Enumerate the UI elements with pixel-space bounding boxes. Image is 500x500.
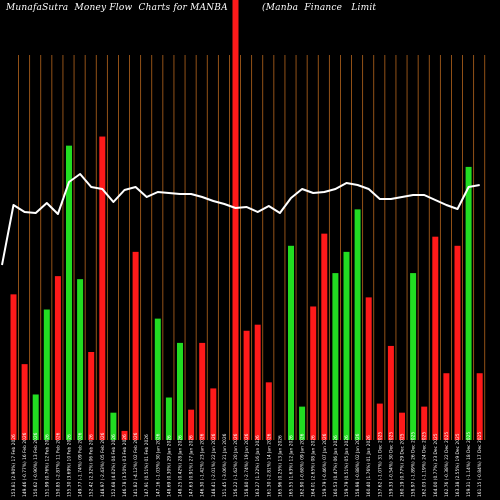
x-tick-label: 153.81 (2.90%) 17 Feb 2026 bbox=[11, 434, 17, 497]
money-flow-bar-up bbox=[43, 309, 50, 440]
x-tick-label: 162.03 (-1.19%) 24 Dec 2025 bbox=[422, 432, 428, 497]
money-flow-bar-up bbox=[343, 251, 350, 440]
x-tick-label: 147.91 (0.51%) 01 Feb 2026 bbox=[144, 434, 150, 497]
grid-lines bbox=[18, 55, 486, 440]
x-tick-label: 148.69 (0.30%) 29 Jan 2026 bbox=[166, 435, 172, 497]
x-tick-label: 161.30 (-2.81%) 14 Jan 2026 bbox=[266, 433, 272, 497]
x-tick-label: 141.82 (-4.12%) 02 Feb 2026 bbox=[133, 432, 139, 497]
money-flow-bar-up bbox=[354, 209, 361, 440]
money-flow-bar-down bbox=[210, 388, 217, 440]
money-flow-bar-up bbox=[410, 273, 417, 440]
money-flow-bar-up bbox=[332, 273, 339, 440]
company-name: (Manba Finance Limit bbox=[262, 3, 377, 13]
money-flow-bar-down bbox=[21, 364, 28, 440]
money-flow-bar-down bbox=[243, 330, 250, 440]
money-flow-bar-up bbox=[177, 342, 183, 440]
x-tick-label: 159.79 (0.51%) 05 Jan 2026 bbox=[344, 435, 350, 497]
money-flow-bar-up bbox=[465, 166, 472, 440]
x-tick-label: 163.27 (1.22%) 16 Jan 2026 bbox=[255, 435, 261, 497]
money-flow-bars bbox=[10, 0, 483, 441]
money-flow-bar-down bbox=[399, 412, 405, 440]
money-flow-bar-down bbox=[88, 352, 95, 440]
x-tick-label: 150.85 (-2.87%) 11 Feb 2026 bbox=[55, 432, 61, 497]
x-tick-label: 158.80 (-2.74%) 19 Jan 2026 bbox=[244, 433, 250, 497]
x-tick-label: 152.68 (4.02%) 04 Feb 2026 bbox=[111, 434, 117, 497]
x-tick-label: 163.38 (2.55%) 19 Dec 2025 bbox=[455, 433, 461, 497]
x-tick-label: 150.62 (-0.90%) 13 Feb 2026 bbox=[33, 432, 39, 497]
money-flow-bar-down bbox=[443, 373, 450, 440]
price-line bbox=[1, 173, 480, 266]
x-tick-label: 155.30 (3.69%) 10 Feb 2026 bbox=[67, 434, 73, 497]
money-flow-bar-up bbox=[288, 245, 294, 440]
x-tick-label: 161.15 (-0.84%) 17 Dec 2025 bbox=[477, 432, 483, 497]
x-tick-label: 147.63 (0.91%) 27 Jan 2026 bbox=[189, 435, 195, 497]
money-flow-bar-down bbox=[254, 324, 261, 440]
money-flow-bar-up bbox=[165, 397, 172, 440]
money-flow-bar-down bbox=[387, 345, 394, 440]
money-flow-bar-down bbox=[454, 245, 461, 440]
money-flow-bar-down bbox=[321, 233, 328, 440]
x-tick-label: 162.76 (-0.38%) 22 Dec 2025 bbox=[444, 432, 450, 497]
chart-title: MunafaSutra Money Flow Charts for MANBA bbox=[6, 3, 228, 13]
x-tick-label: 149.46 (-0.77%) 16 Feb 2026 bbox=[22, 432, 28, 497]
x-tick-label: 149.77 (-1.74%) 09 Feb 2026 bbox=[78, 432, 84, 497]
x-tick-label: 160.40 (1.76%) 01 Jan 2026 bbox=[366, 435, 372, 497]
money-flow-bar-up bbox=[299, 406, 306, 440]
money-flow-bar-down bbox=[199, 342, 206, 440]
money-flow-bar-down bbox=[376, 403, 383, 440]
money-flow-bar-down bbox=[99, 136, 106, 440]
money-flow-bar-down bbox=[432, 236, 439, 440]
x-tick-label: 160.53 (0.47%) 06 Jan 2026 bbox=[333, 435, 339, 497]
x-axis-labels: 153.81 (2.90%) 17 Feb 2026 149.46 (-0.77%… bbox=[11, 432, 483, 497]
x-tick-label: 148.97 (-2.43%) 05 Feb 2026 bbox=[100, 432, 106, 497]
x-tick-label: 148.25 (0.42%) 28 Jan 2026 bbox=[178, 435, 184, 497]
money-flow-bar-up bbox=[32, 394, 39, 440]
x-tick-label: 159.79 (-0.46%) 07 Jan 2026 bbox=[322, 433, 328, 497]
x-tick-label: 152.42 (2.32%) 06 Feb 2026 bbox=[89, 434, 95, 497]
money-flow-bar-down bbox=[10, 294, 17, 440]
money-flow-bar-down bbox=[310, 306, 317, 440]
x-tick-label: 151.99 (0.76%) 12 Feb 2026 bbox=[44, 434, 50, 497]
money-flow-bar-up bbox=[154, 318, 161, 440]
money-flow-bar-down bbox=[421, 406, 428, 440]
x-tick-label: 159.33 (-0.54%) 30 Dec 2025 bbox=[388, 432, 394, 497]
x-tick-label: 146.78 (3.50%) 03 Feb 2026 bbox=[122, 434, 128, 497]
x-tick-label: 165.96 (0.25%) 13 Jan 2026 bbox=[277, 435, 283, 497]
money-flow-bar-down bbox=[476, 373, 483, 440]
money-flow-bar-down bbox=[132, 251, 139, 440]
money-flow-bar-up bbox=[110, 412, 117, 440]
money-flow-bar-down bbox=[265, 382, 272, 440]
x-tick-label: 162.90 (-0.68%) 09 Jan 2026 bbox=[300, 433, 306, 497]
x-tick-label: 159.31 (-1.14%) 18 Dec 2025 bbox=[466, 432, 472, 497]
money-flow-bar-down bbox=[188, 409, 195, 440]
x-tick-label: 160.19 (0.77%) 29 Dec 2025 bbox=[400, 433, 406, 497]
x-tick-label: 146.30 (-1.42%) 23 Jan 2026 bbox=[200, 433, 206, 497]
x-tick-label: 147.16 (-1.03%) 30 Jan 2026 bbox=[155, 433, 161, 497]
x-tick-label: 165.55 (1.63%) 12 Jan 2026 bbox=[289, 435, 295, 497]
x-tick-label: 156.22 (-1.62%) 20 Jan 2026 bbox=[233, 433, 239, 497]
x-tick-label: 158.98 (-0.88%) 02 Jan 2026 bbox=[355, 433, 361, 497]
money-flow-bar-up bbox=[77, 279, 84, 440]
x-tick-label: 164.00 (0.77%) 23 Dec 2025 bbox=[433, 433, 439, 497]
money-flow-bar-down bbox=[121, 430, 128, 440]
money-flow-bar-down bbox=[365, 297, 372, 440]
x-tick-label: 158.97 (-1.89%) 26 Dec 2025 bbox=[411, 432, 417, 497]
x-tick-label: 148.41 (-2.01%) 22 Jan 2026 bbox=[211, 433, 217, 497]
money-flow-bar-up bbox=[66, 145, 72, 441]
money-flow-bar-down bbox=[54, 276, 61, 440]
x-tick-label: 157.62 (-1.07%) 31 Dec 2025 bbox=[377, 432, 383, 497]
money-flow-bar-down bbox=[232, 0, 239, 440]
x-tick-label: 151.45 (-3.06%) 21 Jan 2026 bbox=[222, 433, 228, 497]
price-line-path bbox=[1, 173, 480, 266]
x-tick-label: 164.01 (2.65%) 08 Jan 2026 bbox=[311, 435, 317, 497]
